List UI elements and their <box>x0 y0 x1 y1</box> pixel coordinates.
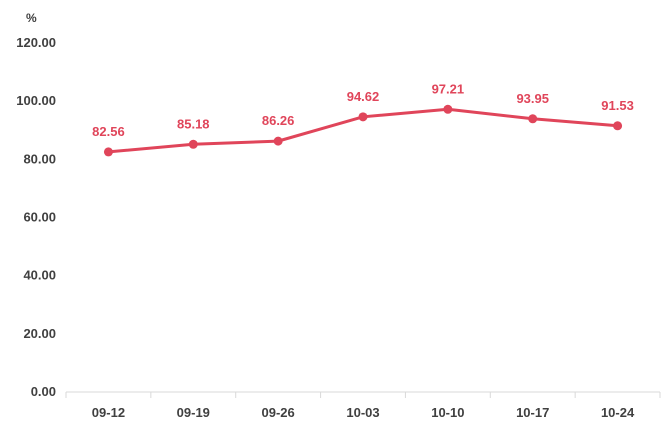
data-labels: 82.56 85.18 86.26 94.62 97.21 93.95 91.53 <box>92 81 634 139</box>
y-tick-label: 80.00 <box>23 151 56 166</box>
x-tick-label: 09-19 <box>177 405 210 420</box>
data-label: 97.21 <box>432 81 465 96</box>
data-points <box>103 104 623 157</box>
y-tick-label: 60.00 <box>23 210 56 225</box>
data-label: 86.26 <box>262 113 295 128</box>
y-axis-ticks: 0.00 20.00 40.00 60.00 80.00 100.00 120.00 <box>16 35 56 399</box>
y-tick-label: 120.00 <box>16 35 56 50</box>
data-label: 93.95 <box>516 91 549 106</box>
data-label: 94.62 <box>347 89 380 104</box>
data-label: 82.56 <box>92 124 125 139</box>
x-tick-label: 10-17 <box>516 405 549 420</box>
y-tick-label: 20.00 <box>23 326 56 341</box>
x-tick-label: 10-24 <box>601 405 635 420</box>
data-point <box>613 121 623 131</box>
data-point <box>273 136 283 146</box>
data-label: 91.53 <box>601 98 634 113</box>
y-tick-label: 40.00 <box>23 268 56 283</box>
y-tick-label: 0.00 <box>31 384 56 399</box>
data-point <box>358 112 368 122</box>
data-label: 85.18 <box>177 116 210 131</box>
x-tick-label: 10-10 <box>431 405 464 420</box>
y-axis-unit-label: % <box>26 11 37 25</box>
x-tick-label: 09-26 <box>262 405 295 420</box>
y-tick-label: 100.00 <box>16 93 56 108</box>
x-axis-ticks: 09-12 09-19 09-26 10-03 10-10 10-17 10-24 <box>65 392 661 420</box>
x-tick-label: 09-12 <box>92 405 125 420</box>
data-point <box>188 139 198 149</box>
x-tick-label: 10-03 <box>346 405 379 420</box>
data-point <box>528 114 538 124</box>
data-point <box>103 147 113 157</box>
data-point <box>443 104 453 114</box>
